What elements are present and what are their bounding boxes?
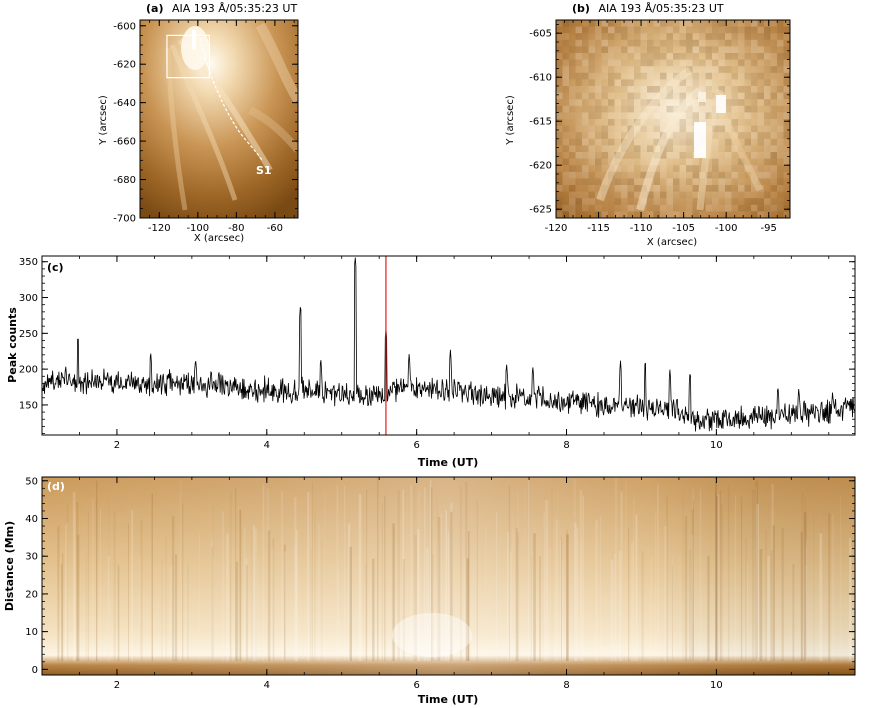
y-tick-label: -680 [113, 175, 136, 186]
panel-a-image [140, 20, 298, 218]
panel-a-slit-path [199, 37, 263, 161]
panel-c-axes: 2 4 6 8 10 150 200 250 300 350 [19, 256, 855, 451]
x-tick-label: 4 [264, 680, 270, 691]
panel-b-title: (b) AIA 193 Å/05:35:23 UT [572, 2, 724, 15]
panel-d-tag: (d) [47, 480, 65, 493]
y-tick-label: -620 [529, 161, 552, 172]
panel-c-series [41, 257, 856, 432]
x-tick-label: -120 [545, 223, 568, 234]
panel-c-xlabel: Time (UT) [418, 456, 479, 469]
panel-b-ylabel: Y (arcsec) [505, 95, 516, 146]
x-tick-label: 6 [413, 440, 419, 451]
x-tick-label: -60 [267, 223, 283, 234]
x-tick-label: 4 [264, 440, 270, 451]
panel-b-axes: -120 -115 -110 -105 -100 -95 -625 -620 -615 -610 -… [529, 20, 790, 234]
x-tick-label: -110 [630, 223, 653, 234]
panel-b-tag: (b) [572, 2, 590, 15]
y-tick-label: -625 [529, 205, 552, 216]
y-tick-label: -600 [113, 21, 136, 32]
y-tick-label: 300 [19, 293, 38, 304]
x-tick-label: 6 [413, 680, 419, 691]
y-tick-label: 40 [25, 514, 38, 525]
panel-c-ylabel: Peak counts [6, 307, 19, 383]
panel-a-title-text: AIA 193 Å/05:35:23 UT [172, 2, 297, 15]
panel-d-image [42, 477, 855, 675]
panel-b: (b) AIA 193 Å/05:35:23 UT -120 -115 -110 -1… [505, 2, 791, 248]
y-tick-label: 10 [25, 627, 38, 638]
panel-a-ylabel: Y (arcsec) [98, 95, 109, 146]
x-tick-label: -105 [672, 223, 695, 234]
x-tick-label: 8 [563, 440, 569, 451]
panel-b-image [556, 20, 790, 218]
panel-a-zoom-box [166, 34, 210, 79]
panel-a-title: (a) AIA 193 Å/05:35:23 UT [146, 2, 297, 15]
panel-c: 2 4 6 8 10 150 200 250 300 350 (c) Time (UT) Peak… [6, 255, 856, 469]
y-tick-label: -620 [113, 60, 136, 71]
y-tick-label: -615 [529, 117, 552, 128]
x-tick-label: 10 [710, 680, 723, 691]
y-tick-label: -660 [113, 137, 136, 148]
panel-b-xlabel: X (arcsec) [647, 237, 697, 248]
x-tick-label: -100 [186, 223, 209, 234]
panel-b-frame [555, 19, 791, 219]
panel-d-frame [41, 476, 856, 676]
y-tick-label: -700 [113, 214, 136, 225]
y-tick-label: 150 [19, 400, 38, 411]
x-tick-label: 8 [563, 680, 569, 691]
panel-d-ylabel: Distance (Mm) [3, 521, 16, 611]
panel-c-frame [41, 255, 856, 436]
panel-b-title-text: AIA 193 Å/05:35:23 UT [598, 2, 723, 15]
x-tick-label: -115 [587, 223, 610, 234]
panel-d: 2 4 6 8 10 0 10 20 30 40 50 (d) Time (UT) Distance… [3, 476, 856, 706]
panel-d-xlabel: Time (UT) [418, 693, 479, 706]
x-tick-label: 10 [710, 440, 723, 451]
x-tick-label: -100 [715, 223, 738, 234]
x-tick-label: 2 [114, 680, 120, 691]
panel-a-xlabel: X (arcsec) [194, 233, 244, 244]
y-tick-label: 20 [25, 589, 38, 600]
panel-a: (a) AIA 193 Å/05:35:23 UT -120 -100 -80 -60… [98, 2, 299, 244]
x-tick-label: -80 [228, 223, 244, 234]
y-tick-label: 200 [19, 365, 38, 376]
y-tick-label: 250 [19, 329, 38, 340]
panel-a-tag: (a) [146, 2, 163, 15]
x-tick-label: -95 [761, 223, 777, 234]
lightcurve-line [41, 257, 856, 432]
panel-c-tag: (c) [47, 261, 64, 274]
y-tick-label: 30 [25, 552, 38, 563]
panel-a-frame [139, 19, 299, 219]
y-tick-label: 0 [32, 665, 38, 676]
panel-a-axes: -120 -100 -80 -60 -700 -680 -660 -640 -620 -600 [113, 20, 298, 234]
panel-a-slit-label: S1 [256, 164, 272, 177]
y-tick-label: 50 [25, 476, 38, 487]
y-tick-label: -605 [529, 29, 552, 40]
panel-d-streaks [42, 477, 852, 661]
y-tick-label: 350 [19, 257, 38, 268]
x-tick-label: 2 [114, 440, 120, 451]
panel-d-axes: 2 4 6 8 10 0 10 20 30 40 50 [25, 476, 855, 691]
y-tick-label: -640 [113, 98, 136, 109]
x-tick-label: -120 [148, 223, 171, 234]
y-tick-label: -610 [529, 73, 552, 84]
